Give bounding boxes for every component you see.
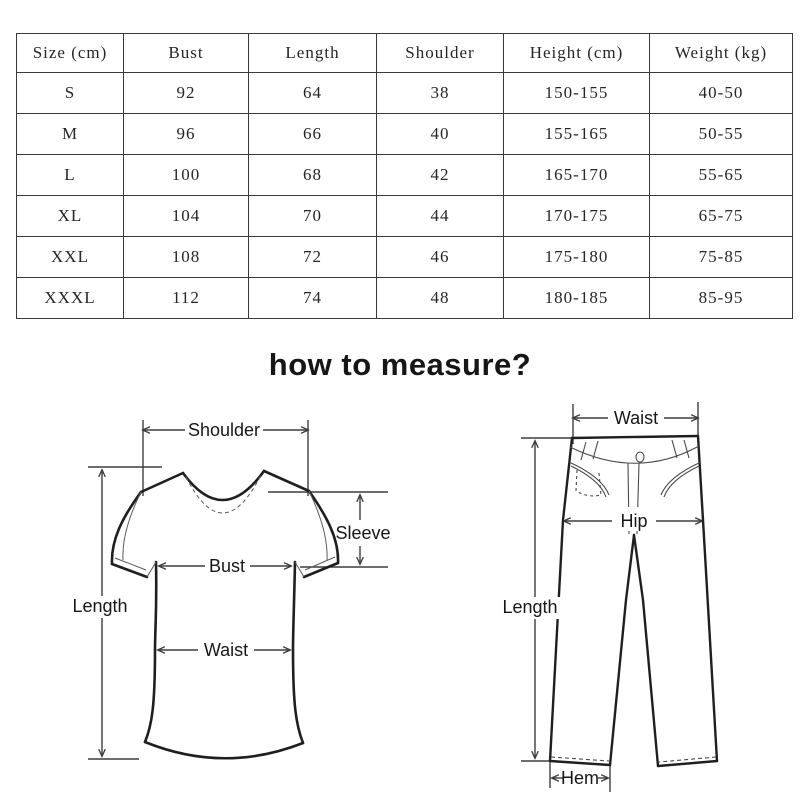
cell-shoulder: 44 [376,195,504,237]
cell-size: XL [16,195,124,237]
cell-length: 68 [248,154,377,196]
cell-height: 170-175 [503,195,650,237]
shirt-bust-label: Bust [209,556,245,576]
section-title: how to measure? [268,347,532,382]
cell-bust: 96 [123,113,249,155]
cell-length: 70 [248,195,377,237]
cell-shoulder: 40 [376,113,504,155]
header-size: Size (cm) [16,33,124,73]
header-bust: Bust [123,33,249,73]
cell-weight: 55-65 [649,154,793,196]
cell-height: 165-170 [503,154,650,196]
pants-waist-label: Waist [614,408,658,428]
cell-size: L [16,154,124,196]
label-backing [615,507,653,531]
pants-outline [548,434,719,768]
shirt-length-label: Length [72,596,127,616]
cell-shoulder: 48 [376,277,504,319]
cell-height: 150-155 [503,72,650,114]
cell-shoulder: 38 [376,72,504,114]
cell-bust: 100 [123,154,249,196]
tshirt-outline [110,469,340,760]
cell-weight: 40-50 [649,72,793,114]
pants-diagram: Waist Hip Length Hem [497,402,719,792]
pants-hip-label: Hip [620,511,647,531]
cell-shoulder: 42 [376,154,504,196]
tshirt-diagram: Shoulder Length Bust Waist Sleeve [66,420,391,760]
cell-height: 180-185 [503,277,650,319]
cell-size: XXXL [16,277,124,319]
header-height: Height (cm) [503,33,650,73]
header-weight: Weight (kg) [649,33,793,73]
cell-bust: 112 [123,277,249,319]
pants-length-label: Length [502,597,557,617]
shirt-sleeve-label: Sleeve [335,523,390,543]
cell-height: 155-165 [503,113,650,155]
shirt-shoulder-label: Shoulder [188,420,260,440]
cell-length: 66 [248,113,377,155]
table-row: S 92 64 38 150-155 40-50 [16,72,793,114]
table-row: L 100 68 42 165-170 55-65 [16,154,793,196]
size-table: Size (cm) Bust Length Shoulder Height (c… [16,33,793,319]
cell-length: 64 [248,72,377,114]
tshirt-measure-lines [88,420,388,760]
cell-height: 175-180 [503,236,650,278]
header-length: Length [248,33,377,73]
cell-size: S [16,72,124,114]
cell-bust: 108 [123,236,249,278]
cell-shoulder: 46 [376,236,504,278]
cell-weight: 85-95 [649,277,793,319]
table-row: XL 104 70 44 170-175 65-75 [16,195,793,237]
header-shoulder: Shoulder [376,33,504,73]
cell-size: M [16,113,124,155]
cell-weight: 50-55 [649,113,793,155]
tshirt-stitching [114,474,336,578]
pants-hem-label: Hem [561,768,599,788]
cell-bust: 92 [123,72,249,114]
shirt-waist-label: Waist [204,640,248,660]
table-header-row: Size (cm) Bust Length Shoulder Height (c… [16,33,793,73]
cell-length: 74 [248,277,377,319]
cell-weight: 65-75 [649,195,793,237]
table-row: M 96 66 40 155-165 50-55 [16,113,793,155]
label-backing [66,596,132,618]
cell-length: 72 [248,236,377,278]
pants-details [550,439,717,763]
table-row: XXL 108 72 46 175-180 75-85 [16,236,793,278]
label-backing [497,597,563,619]
table-row: XXXL 112 74 48 180-185 85-95 [16,277,793,319]
cell-weight: 75-85 [649,236,793,278]
cell-bust: 104 [123,195,249,237]
cell-size: XXL [16,236,124,278]
